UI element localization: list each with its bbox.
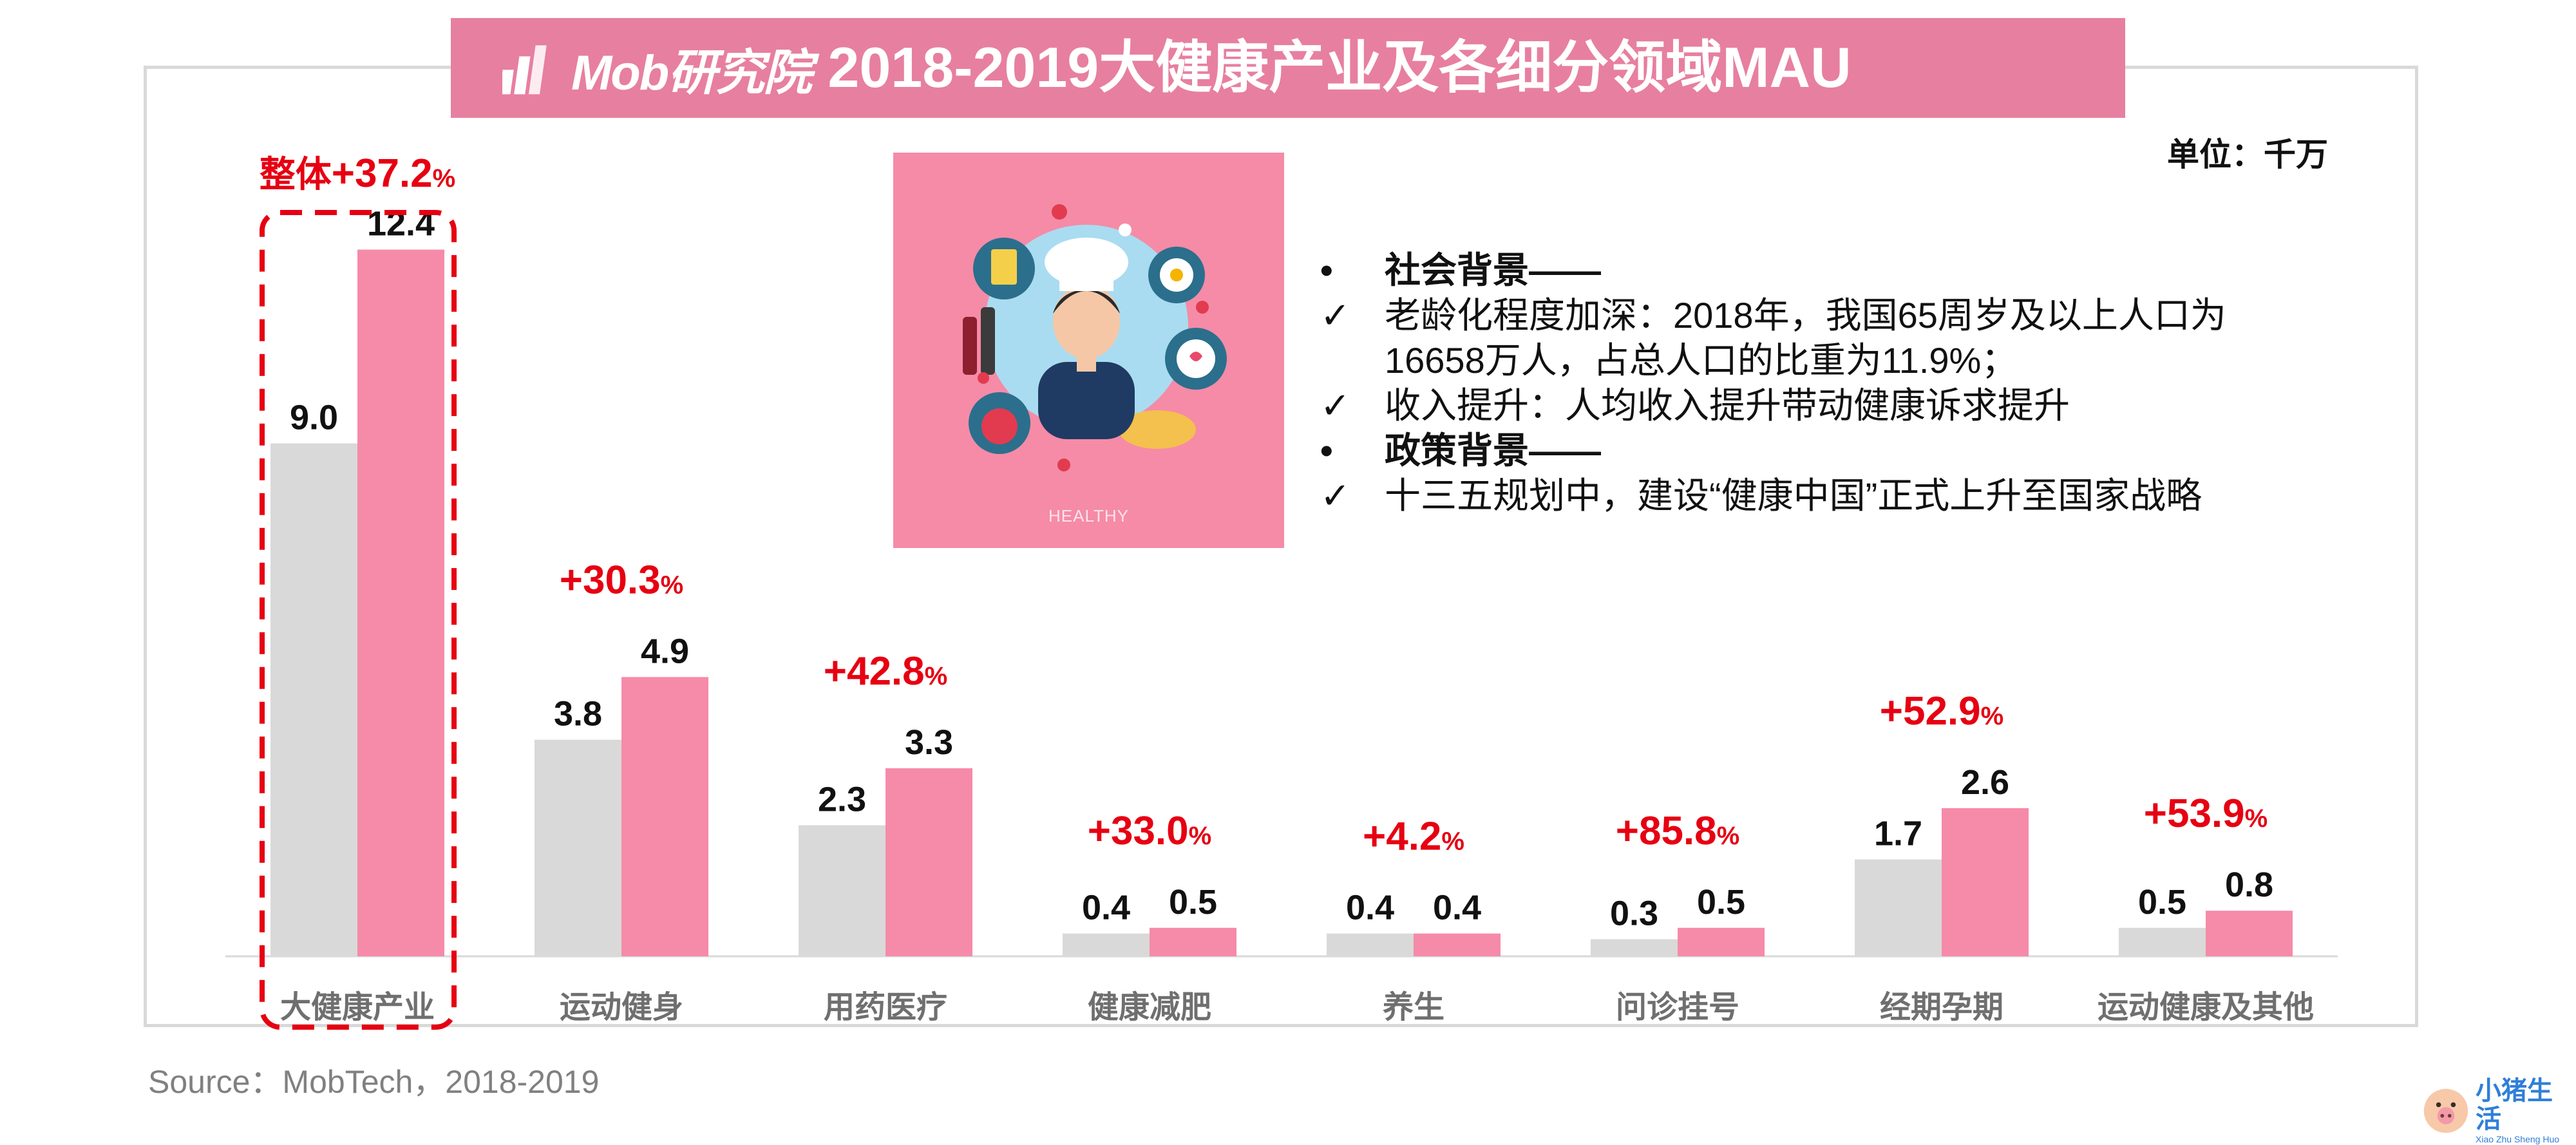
bar-2019 [1150, 927, 1236, 956]
growth-label: +42.8% [824, 649, 947, 694]
growth-value: +85.8 [1616, 809, 1717, 853]
source-note: Source：MobTech，2018-2019 [148, 1064, 600, 1100]
bar-2019 [621, 677, 708, 956]
growth-label: +85.8% [1616, 809, 1739, 853]
note-text: 十三五规划中，建设“健康中国”正式上升至国家战略 [1385, 475, 2202, 516]
growth-label: +53.9% [2144, 791, 2268, 836]
data-label-2018: 0.5 [2138, 883, 2186, 922]
logo-text: Mob研究院 [571, 46, 812, 100]
bar-2018 [1063, 933, 1150, 956]
context-notes: • 社会背景—— ✓ 老龄化程度加深：2018年，我国65周岁及以上人口为 16658万… [1314, 248, 2318, 518]
mob-logo: Mob研究院 [502, 30, 812, 107]
bar-2018 [1327, 933, 1414, 956]
note-line: • 社会背景—— [1314, 248, 2318, 293]
growth-label: +52.9% [1880, 689, 2003, 733]
chef-illustration-icon [963, 204, 1227, 471]
data-label-2019: 0.8 [2225, 866, 2273, 904]
data-label-2018: 0.4 [1346, 889, 1394, 927]
bullet-icon: • [1320, 430, 1333, 471]
category-label: 运动健康及其他 [2098, 990, 2314, 1025]
checkmark-icon: ✓ [1320, 475, 1350, 516]
bar-2019 [1414, 933, 1501, 956]
growth-label: 整体+37.2% [260, 151, 455, 196]
title-banner: Mob研究院 2018-2019大健康产业及各细分领域MAU [451, 18, 2125, 118]
healthy-illustration: HEALTHY [893, 153, 1284, 548]
data-label-2018: 1.7 [1874, 815, 1922, 853]
bullet-icon: • [1320, 250, 1333, 290]
illustration-caption: HEALTHY [1048, 506, 1129, 525]
category-label: 运动健身 [560, 990, 683, 1025]
category-label: 问诊挂号 [1616, 990, 1739, 1025]
watermark-title: 小猪生活 [2476, 1077, 2553, 1133]
bar-2019 [1678, 927, 1765, 956]
growth-unit: % [2245, 804, 2268, 833]
pig-mascot-icon [2423, 1088, 2468, 1133]
bar-2019 [2206, 911, 2293, 956]
note-text: 收入提升：人均收入提升带动健康诉求提升 [1385, 385, 2070, 426]
growth-value: +30.3 [560, 558, 661, 602]
data-label-2018: 0.4 [1082, 889, 1130, 927]
note-line: 16658万人，占总人口的比重为11.9%； [1314, 338, 2318, 383]
bar-2018 [270, 443, 357, 956]
checkmark-icon: ✓ [1320, 385, 1350, 426]
category-label: 用药医疗 [824, 990, 947, 1025]
data-label-2019: 4.9 [641, 632, 689, 670]
data-label-2018: 0.3 [1610, 894, 1658, 932]
bar-2019 [1942, 808, 2029, 956]
category-label: 大健康产业 [280, 990, 435, 1025]
category-label: 经期孕期 [1880, 990, 2003, 1025]
growth-unit: % [925, 662, 948, 690]
note-line: ✓ 收入提升：人均收入提升带动健康诉求提升 [1314, 383, 2318, 428]
note-text: 政策背景—— [1385, 430, 1601, 471]
data-label-2019: 0.5 [1697, 883, 1745, 922]
growth-label: +33.0% [1088, 809, 1211, 853]
bar-2018 [799, 825, 886, 956]
growth-unit: % [1981, 702, 2004, 730]
note-text: 老龄化程度加深：2018年，我国65周岁及以上人口为 [1385, 295, 2226, 336]
bar-2019 [886, 768, 972, 956]
growth-label: +30.3% [560, 558, 683, 602]
bar-2018 [2119, 927, 2206, 956]
data-label-2018: 2.3 [818, 780, 866, 819]
data-label-2018: 9.0 [290, 399, 338, 437]
growth-value: +37.2 [332, 151, 433, 196]
chart-title: 2018-2019大健康产业及各细分领域MAU [828, 35, 1852, 99]
note-line: • 政策背景—— [1314, 428, 2318, 473]
growth-unit: % [661, 571, 684, 599]
unit-label: 单位：千万 [2167, 137, 2328, 173]
watermark-subtitle: Xiao Zhu Sheng Huo [2476, 1134, 2560, 1144]
growth-unit: % [433, 164, 456, 193]
data-label-2019: 3.3 [905, 723, 953, 762]
growth-value: +52.9 [1880, 689, 1981, 733]
data-label-2019: 0.5 [1169, 883, 1217, 922]
checkmark-icon: ✓ [1320, 295, 1350, 336]
mob-logo-icon [502, 44, 547, 94]
watermark: 小猪生活 Xiao Zhu Sheng Huo [2421, 1077, 2576, 1145]
bar-2019 [357, 249, 444, 957]
data-label-2019: 2.6 [1961, 763, 2009, 802]
data-label-2019: 0.4 [1433, 889, 1481, 927]
note-line: ✓ 十三五规划中，建设“健康中国”正式上升至国家战略 [1314, 473, 2318, 518]
growth-value: +33.0 [1088, 809, 1189, 853]
note-text: 16658万人，占总人口的比重为11.9%； [1385, 340, 2018, 381]
category-label: 健康减肥 [1088, 990, 1211, 1025]
growth-value: +53.9 [2144, 791, 2245, 836]
growth-unit: % [1441, 828, 1464, 856]
growth-value: +42.8 [824, 649, 925, 694]
bar-2018 [1855, 859, 1942, 956]
category-label: 养生 [1383, 990, 1444, 1025]
growth-unit: % [1717, 822, 1740, 850]
growth-value: +4.2 [1363, 815, 1441, 859]
data-label-2018: 3.8 [554, 695, 602, 733]
highlight-dashed-box [260, 210, 457, 1030]
note-text: 社会背景—— [1385, 250, 1601, 290]
bar-2018 [535, 739, 621, 956]
growth-unit: % [1189, 822, 1212, 850]
note-line: ✓ 老龄化程度加深：2018年，我国65周岁及以上人口为 [1314, 293, 2318, 338]
growth-prefix: 整体 [260, 154, 332, 194]
growth-label: +4.2% [1363, 815, 1464, 859]
bar-2018 [1591, 939, 1678, 956]
